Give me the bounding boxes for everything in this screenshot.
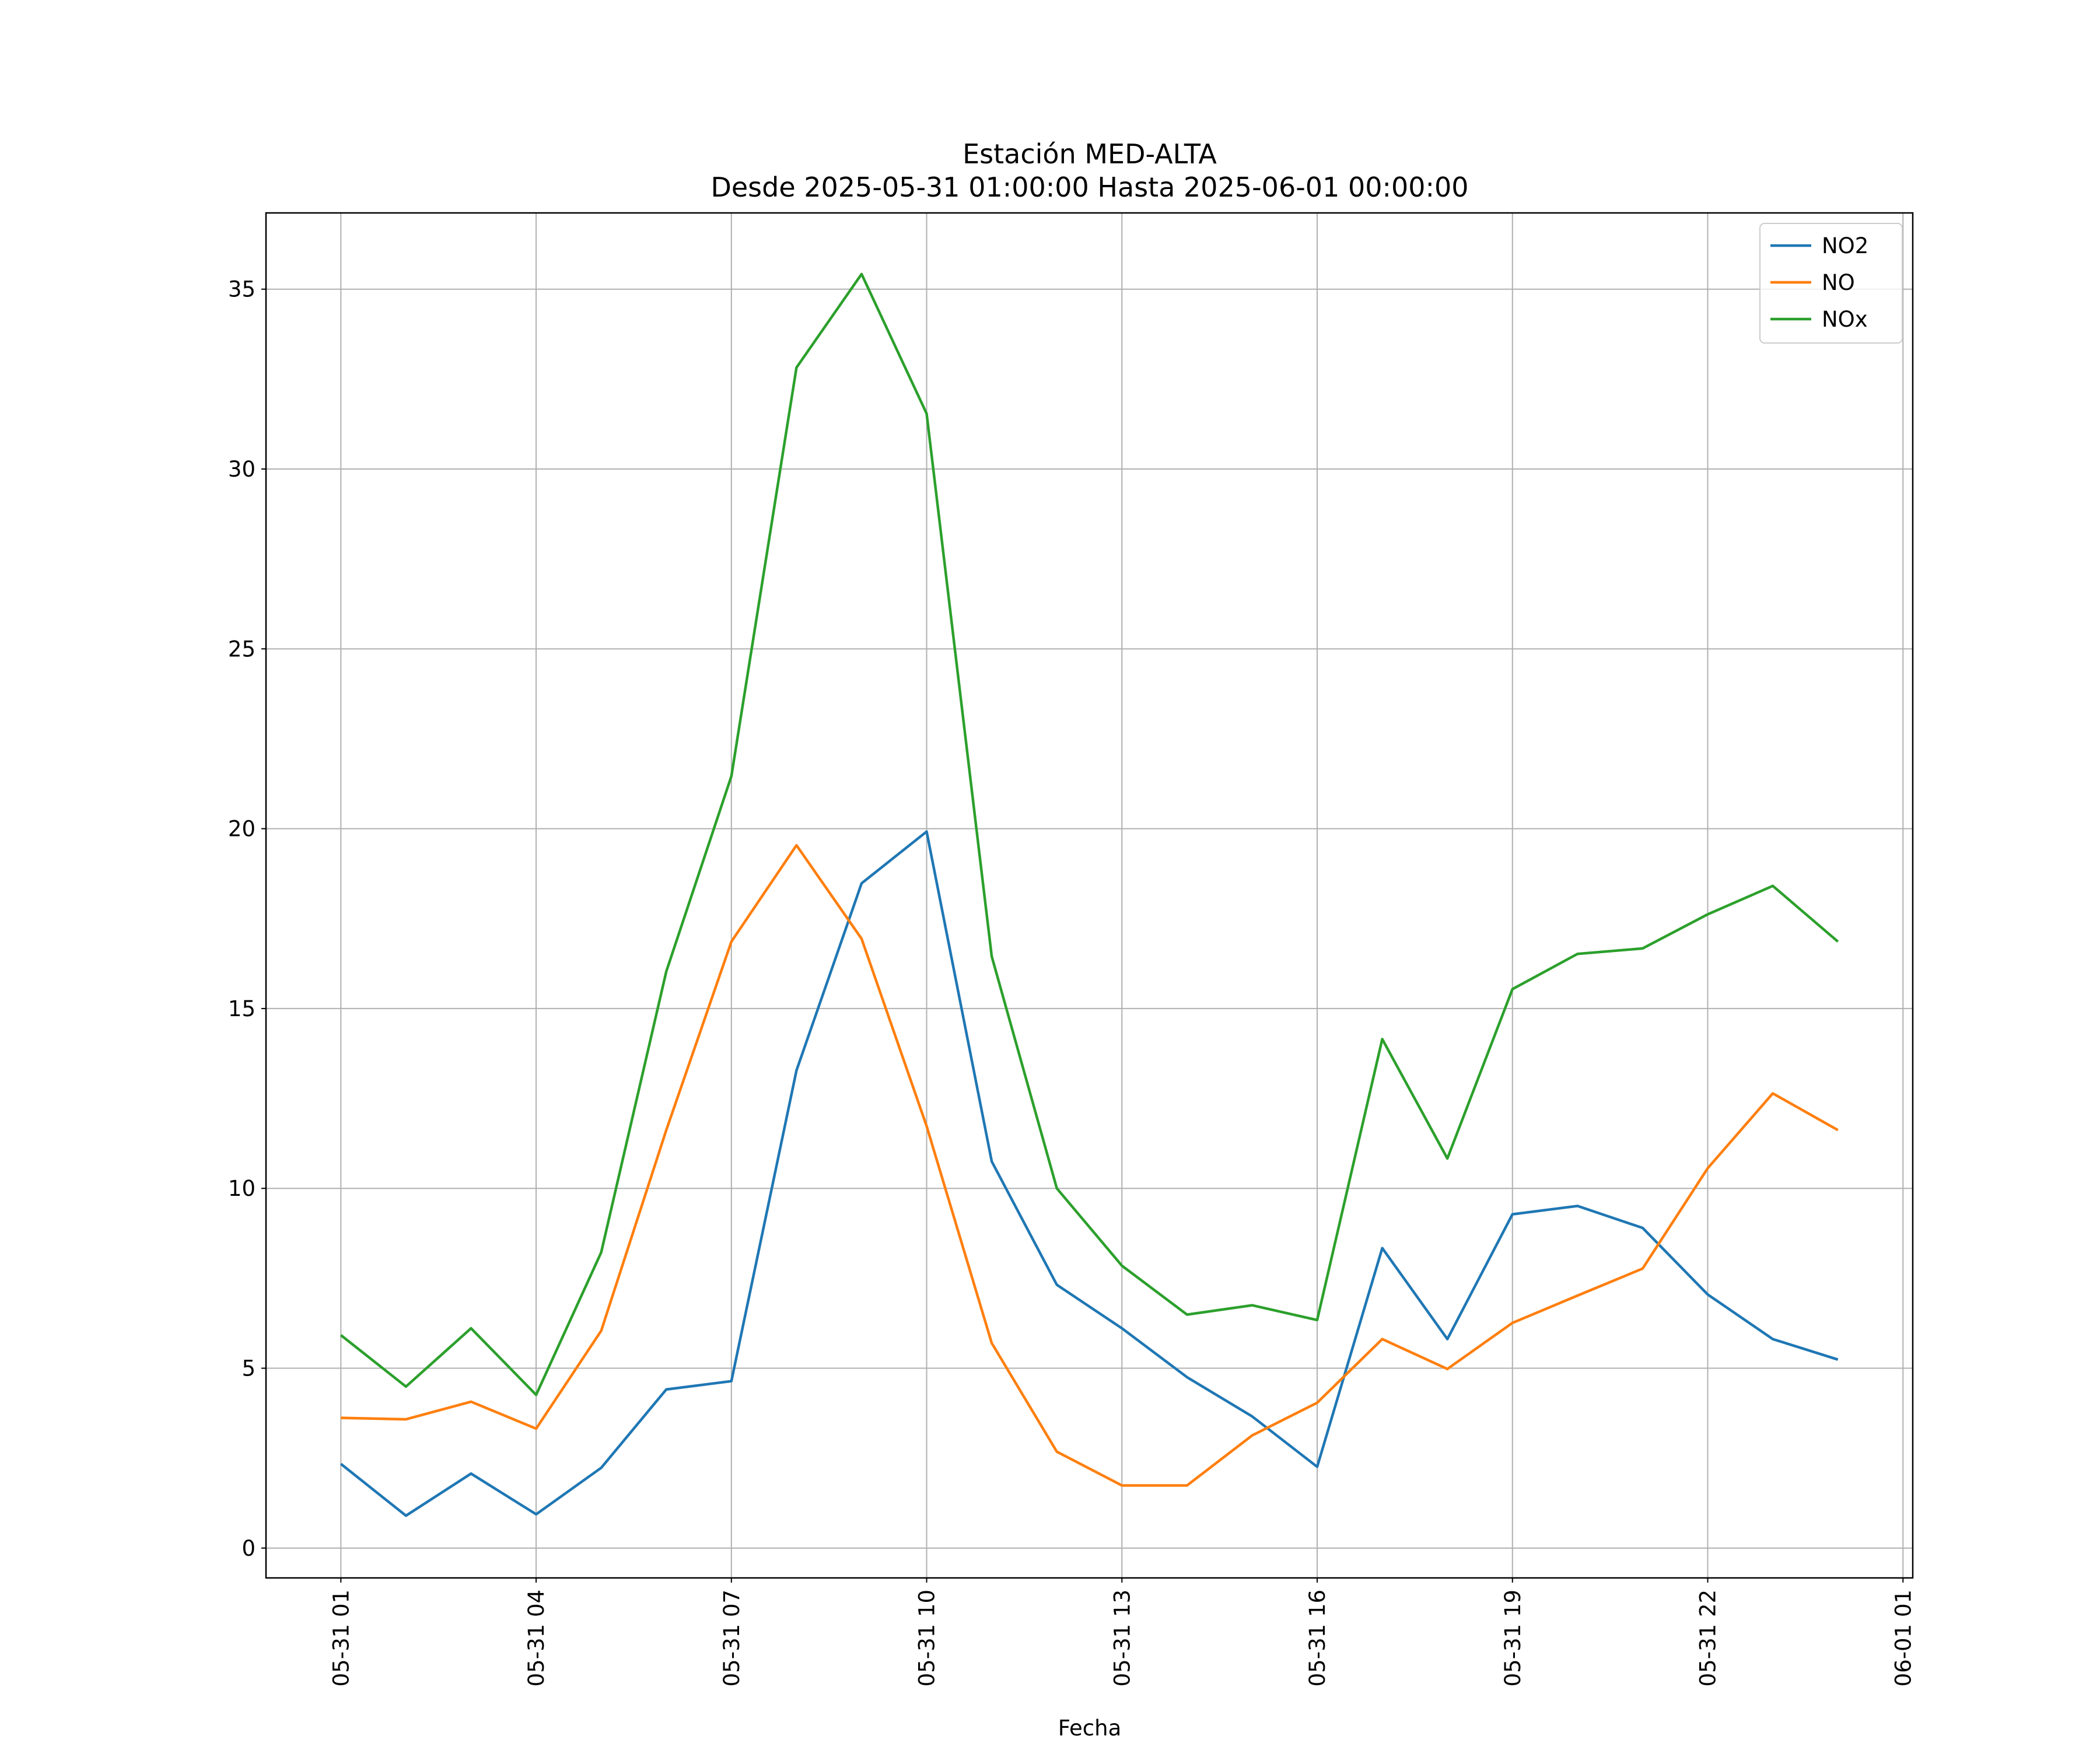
x-tick-label: 06-01 01 xyxy=(1891,1590,1916,1686)
y-tick-label: 30 xyxy=(228,457,256,482)
plot-frame xyxy=(265,212,1914,1579)
series-line xyxy=(340,272,1839,1396)
y-tick-label: 25 xyxy=(228,636,256,662)
x-tick-label: 05-31 13 xyxy=(1110,1590,1135,1686)
x-tick-label: 05-31 10 xyxy=(915,1590,940,1686)
legend: NO2 NO NOx xyxy=(1759,223,1903,344)
legend-label: NO2 xyxy=(1822,233,1868,258)
x-tick-label: 05-31 19 xyxy=(1500,1590,1525,1686)
series-line xyxy=(341,844,1839,1487)
x-tick-label: 05-31 04 xyxy=(524,1590,549,1686)
series-line xyxy=(340,830,1839,1517)
x-tick-label: 05-31 07 xyxy=(719,1590,744,1686)
legend-box xyxy=(1759,223,1903,344)
chart-title: Estación MED-ALTA xyxy=(963,138,1217,170)
x-tick-label: 05-31 16 xyxy=(1305,1590,1330,1686)
x-tick-label: 05-31 22 xyxy=(1696,1590,1721,1686)
y-tick-label: 5 xyxy=(242,1356,256,1381)
x-axis-label: Fecha xyxy=(1058,1716,1122,1741)
y-tick-label: 20 xyxy=(228,817,256,842)
grid xyxy=(266,213,1913,1578)
y-tick-label: 15 xyxy=(228,996,256,1021)
legend-label: NO xyxy=(1822,270,1855,295)
y-tick-label: 35 xyxy=(228,277,256,302)
chart-subtitle: Desde 2025-05-31 01:00:00 Hasta 2025-06-… xyxy=(710,172,1468,203)
x-tick-label: 05-31 01 xyxy=(328,1590,354,1686)
y-tick-label: 10 xyxy=(228,1176,256,1201)
y-tick-label: 0 xyxy=(242,1536,256,1561)
legend-label: NOx xyxy=(1822,307,1868,332)
